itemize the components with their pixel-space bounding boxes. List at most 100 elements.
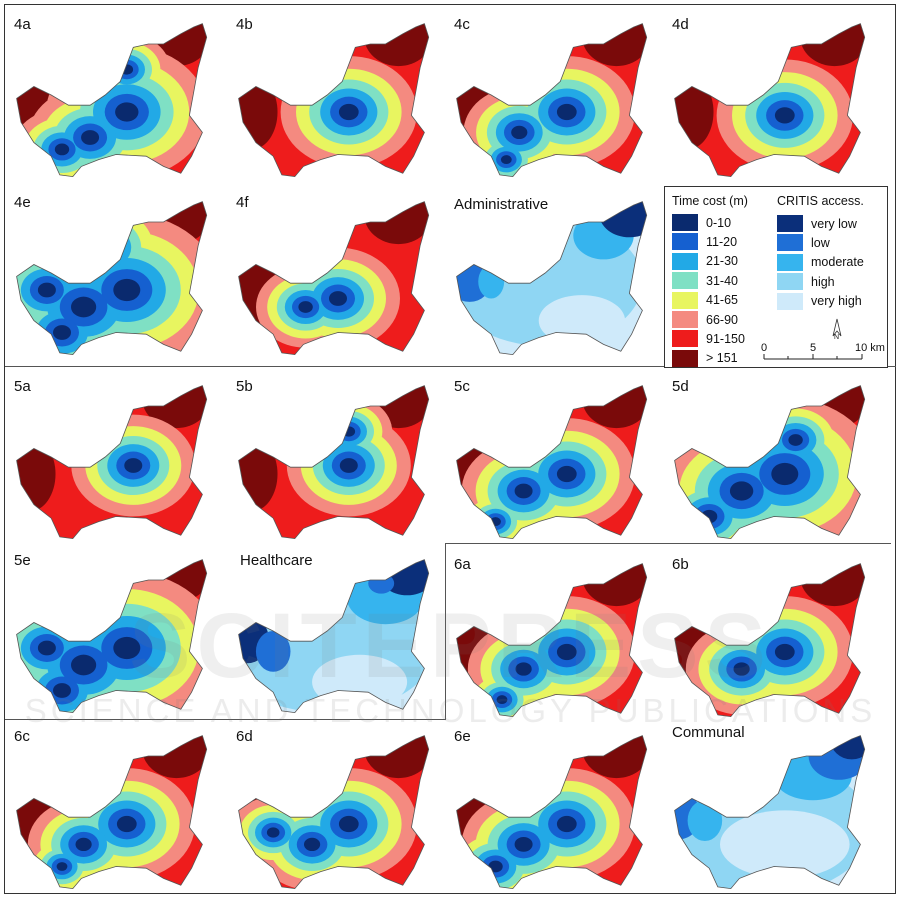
map-panel-4b: 4b [230, 10, 446, 180]
legend-swatch [672, 330, 698, 348]
panel-label-hc: Healthcare [240, 552, 313, 569]
cost-zone [115, 102, 139, 122]
cost-zone [88, 233, 123, 262]
cost-zone [556, 815, 577, 833]
legend-label: 66-90 [706, 312, 738, 327]
panel-label-5b: 5b [236, 378, 253, 395]
map-panel-4d: 4d [666, 10, 882, 180]
district-outline [674, 23, 866, 178]
scale-label-5: 5 [810, 342, 817, 354]
cost-zone [733, 662, 750, 676]
cost-zone [515, 662, 532, 676]
map-6e [456, 735, 648, 890]
cost-zone [496, 695, 508, 705]
access-class-0: very low [777, 215, 857, 232]
map-5d [674, 385, 866, 540]
map-5c [456, 385, 648, 540]
map-panel-4f: 4f [230, 188, 446, 358]
cost-zone [81, 130, 100, 145]
cost-zone [113, 636, 141, 660]
district-outline [674, 735, 866, 890]
time-cost-class-6: 91-150 [672, 330, 745, 348]
panel-label-4e: 4e [14, 194, 31, 211]
legend-label: 41-65 [706, 293, 738, 308]
cost-zone [511, 125, 528, 140]
cost-zone [37, 640, 56, 656]
cost-zone [303, 837, 321, 852]
district-outline [16, 559, 208, 714]
cost-zone [120, 64, 134, 75]
cost-zone [338, 103, 359, 121]
legend-label: 11-20 [706, 234, 738, 249]
district-outline [456, 23, 648, 178]
panel-label-6a: 6a [454, 556, 471, 573]
map-4c [456, 23, 648, 178]
map-adm [456, 201, 648, 356]
district-outline [16, 735, 208, 890]
cost-zone [514, 837, 533, 852]
panel-label-5e: 5e [14, 552, 31, 569]
map-panel-4a: 4a [8, 10, 224, 180]
legend-swatch [672, 214, 698, 231]
legend-label: 91-150 [706, 331, 745, 346]
map-5e [16, 559, 208, 714]
legend-swatch [672, 252, 698, 270]
cost-zone [500, 155, 512, 165]
map-panel-5c: 5c [448, 372, 664, 542]
map-hc [238, 559, 430, 714]
map-panel-5a: 5a [8, 372, 224, 542]
cost-zone [556, 465, 577, 483]
legend-swatch [777, 215, 803, 232]
map-panel-6a: 6a [448, 550, 664, 720]
legend-label: 31-40 [706, 273, 738, 288]
map-5b [238, 385, 430, 540]
scale-bar [763, 354, 863, 360]
cost-zone [701, 509, 718, 524]
map-4a [16, 23, 208, 178]
cost-zone [788, 434, 803, 446]
access-class-4: very high [777, 292, 862, 310]
cost-zone [113, 278, 141, 302]
map-6d [238, 735, 430, 890]
legend-swatch [777, 234, 803, 252]
cost-zone [37, 282, 56, 298]
map-panel-adm: Administrative [448, 188, 664, 358]
time-cost-class-1: 11-20 [672, 233, 738, 251]
legend-label: > 151 [706, 351, 738, 366]
panel-label-4a: 4a [14, 16, 31, 33]
map-panel-com: Communal [666, 722, 882, 892]
panel-label-6c: 6c [14, 728, 30, 745]
access-class-1: low [777, 234, 830, 252]
cost-zone [53, 683, 71, 698]
legend-swatch [672, 291, 698, 309]
district-outline [456, 563, 648, 718]
north-label: N [834, 334, 840, 341]
cost-zone [729, 481, 754, 501]
time-cost-class-2: 21-30 [672, 252, 738, 270]
panel-label-adm: Administrative [454, 196, 549, 213]
legend-swatch [777, 253, 803, 271]
legend-swatch [672, 272, 698, 290]
map-com [674, 735, 866, 890]
cost-zone [556, 103, 577, 121]
panel-label-6d: 6d [236, 728, 253, 745]
cost-zone [53, 325, 71, 340]
panel-label-4f: 4f [236, 194, 249, 211]
district-outline [16, 23, 208, 178]
district-outline [674, 385, 866, 540]
map-panel-6c: 6c [8, 722, 224, 892]
cost-zone [71, 296, 97, 318]
time-cost-class-7: > 151 [672, 349, 738, 367]
legend-label: very low [811, 216, 857, 231]
panel-label-4d: 4d [672, 16, 689, 33]
panel-label-5a: 5a [14, 378, 31, 395]
cost-zone [124, 458, 143, 473]
panel-label-6b: 6b [672, 556, 689, 573]
panel-label-com: Communal [672, 724, 745, 741]
legend-label: low [811, 235, 830, 250]
map-6c [16, 735, 208, 890]
map-panel-hc: Healthcare [230, 546, 446, 716]
access-class-2: moderate [777, 253, 864, 271]
map-panel-5b: 5b [230, 372, 446, 542]
legend-label: 0-10 [706, 215, 732, 230]
